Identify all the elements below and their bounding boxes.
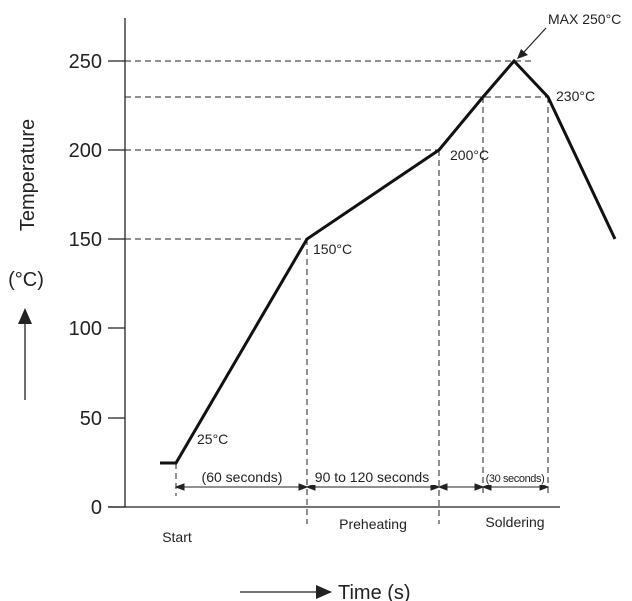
label-200c: 200°C xyxy=(450,147,489,163)
label-230c: 230°C xyxy=(556,88,595,104)
y-tick-label-50: 50 xyxy=(80,408,102,430)
duration-label-30s: (30 seconds) xyxy=(486,473,545,485)
reference-lines xyxy=(125,60,549,524)
y-tick-labels: 0 50 100 150 200 250 xyxy=(69,51,102,519)
arrowhead-icon xyxy=(298,483,309,491)
phase-label-start: Start xyxy=(162,529,192,545)
y-tick-label-250: 250 xyxy=(69,51,102,73)
y-tick-label-0: 0 xyxy=(91,497,102,519)
y-axis-unit: (°C) xyxy=(8,269,44,291)
y-tick-label-100: 100 xyxy=(69,318,102,340)
x-axis-title: Time (s) xyxy=(338,582,411,601)
y-axis-title: Temperature xyxy=(17,119,39,231)
right-arrow-icon xyxy=(240,585,332,599)
max-pointer-arrow-icon xyxy=(517,27,547,59)
arrowhead-icon xyxy=(474,483,485,491)
y-tick-label-150: 150 xyxy=(69,229,102,251)
label-150c: 150°C xyxy=(313,241,352,257)
arrowhead-icon xyxy=(437,483,448,491)
arrowhead-icon xyxy=(174,483,185,491)
duration-label-60s: (60 seconds) xyxy=(202,469,283,485)
duration-label-90-120s: 90 to 120 seconds xyxy=(315,469,429,485)
label-25c: 25°C xyxy=(197,431,228,447)
arrowhead-icon xyxy=(305,483,316,491)
label-max-250c: MAX 250°C xyxy=(548,11,621,27)
y-tick-label-200: 200 xyxy=(69,140,102,162)
axes xyxy=(108,18,560,508)
phase-label-preheating: Preheating xyxy=(339,516,407,532)
up-arrow-icon xyxy=(18,308,32,400)
temperature-profile-line xyxy=(160,58,617,465)
duration-arrows xyxy=(174,483,550,491)
arrowhead-icon xyxy=(539,483,550,491)
arrowhead-icon xyxy=(430,483,441,491)
phase-label-soldering: Soldering xyxy=(485,514,544,530)
arrowhead-icon xyxy=(481,483,492,491)
